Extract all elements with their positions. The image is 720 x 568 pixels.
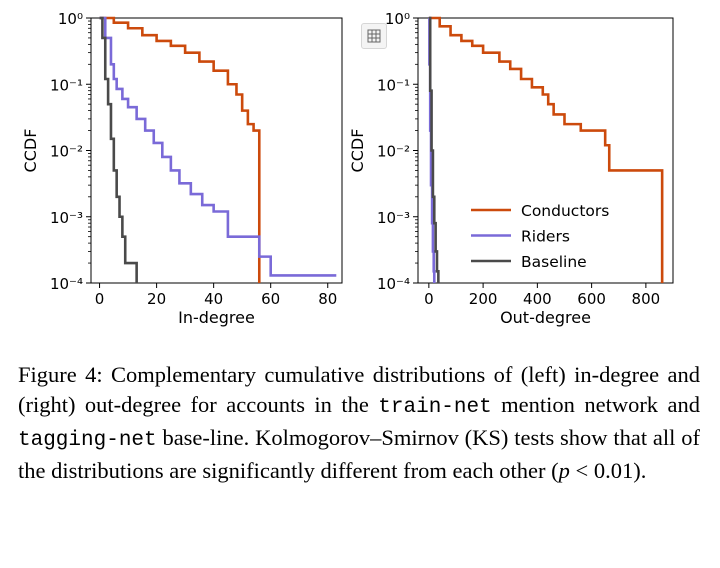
legend-label-riders: Riders: [521, 228, 570, 246]
x-tick-label: 800: [632, 290, 661, 308]
chart-left-in-degree: 10⁰ 10⁻¹ 10⁻² 10⁻³ 10⁻⁴ 0 20 40 60 80 In-degree CCD…: [21, 10, 343, 327]
y-tick-label: 10⁰: [58, 10, 83, 28]
x-tick-label: 40: [204, 290, 223, 308]
legend-label-conductors: Conductors: [521, 202, 609, 220]
series-line-conductors: [428, 16, 664, 283]
x-tick-label: 0: [424, 290, 434, 308]
y-tick-label: 10⁻⁴: [377, 275, 410, 293]
y-axis-label: CCDF: [21, 129, 40, 173]
x-tick-label: 80: [318, 290, 337, 308]
x-axis-label: Out-degree: [500, 308, 591, 327]
y-tick-label: 10⁻³: [377, 209, 410, 227]
y-tick-label: 10⁰: [385, 10, 410, 28]
grid-icon: [367, 29, 381, 43]
y-tick-label: 10⁻⁴: [50, 275, 83, 293]
caption-text-2: mention network and: [491, 392, 700, 417]
caption-p-variable: p: [558, 458, 570, 483]
caption-text-1: Figure 4: Complementary cumulative distr…: [18, 362, 700, 417]
x-tick-label: 60: [261, 290, 280, 308]
caption-code-tagging-net: tagging-net: [18, 429, 157, 452]
x-axis-label: In-degree: [178, 308, 255, 327]
legend: Conductors Riders Baseline: [471, 202, 609, 271]
figure-caption: Figure 4: Complementary cumulative distr…: [18, 360, 700, 486]
x-tick-label: 200: [469, 290, 498, 308]
series-line-baseline: [99, 16, 138, 283]
y-axis-label: CCDF: [348, 129, 367, 173]
legend-label-baseline: Baseline: [521, 253, 587, 271]
x-tick-label: 0: [95, 290, 105, 308]
series-line-riders: [99, 16, 337, 277]
caption-text-3: base-line. Kolmogorov–Smirnov (KS) tests…: [18, 425, 700, 483]
plot-frame: [90, 17, 343, 284]
series-line-baseline: [428, 16, 440, 283]
y-tick-label: 10⁻¹: [50, 76, 83, 94]
caption-text-4: < 0.01).: [569, 458, 647, 483]
x-tick-label: 600: [577, 290, 606, 308]
x-tick-label: 20: [147, 290, 166, 308]
y-tick-label: 10⁻²: [377, 143, 410, 161]
crop-tool-button[interactable]: [361, 23, 387, 49]
figure-svg: 10⁰ 10⁻¹ 10⁻² 10⁻³ 10⁻⁴ 0 20 40 60 80 In-degree CCD…: [21, 10, 674, 327]
caption-code-train-net: train-net: [378, 396, 492, 419]
x-tick-label: 400: [523, 290, 552, 308]
y-tick-label: 10⁻¹: [377, 76, 410, 94]
y-tick-label: 10⁻³: [50, 209, 83, 227]
chart-right-out-degree: 10⁰ 10⁻¹ 10⁻² 10⁻³ 10⁻⁴ 0 200 400 600 800 Out-degr…: [348, 10, 674, 327]
y-tick-label: 10⁻²: [50, 143, 83, 161]
series-line-conductors: [99, 16, 261, 283]
